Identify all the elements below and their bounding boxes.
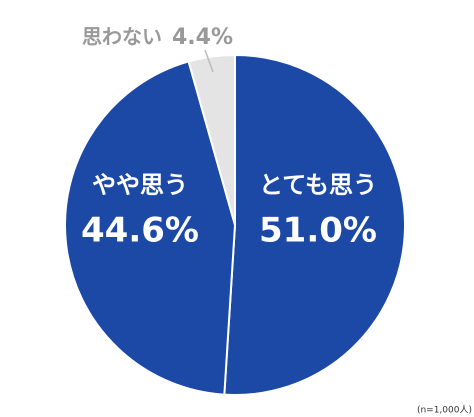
slice-label: やや思う xyxy=(92,171,188,199)
pie-slice xyxy=(223,53,406,396)
slice-value: 44.6% xyxy=(81,211,199,251)
slice-value: 51.0% xyxy=(259,211,377,251)
slice-value: 4.4% xyxy=(172,25,233,50)
pie-slice xyxy=(187,53,236,226)
sample-note: (n=1,000人) xyxy=(417,405,472,416)
leader-line xyxy=(204,49,214,73)
slice-label: 思わない xyxy=(82,25,162,49)
pie-slice xyxy=(64,60,237,396)
slice-label: とても思う xyxy=(259,171,377,199)
